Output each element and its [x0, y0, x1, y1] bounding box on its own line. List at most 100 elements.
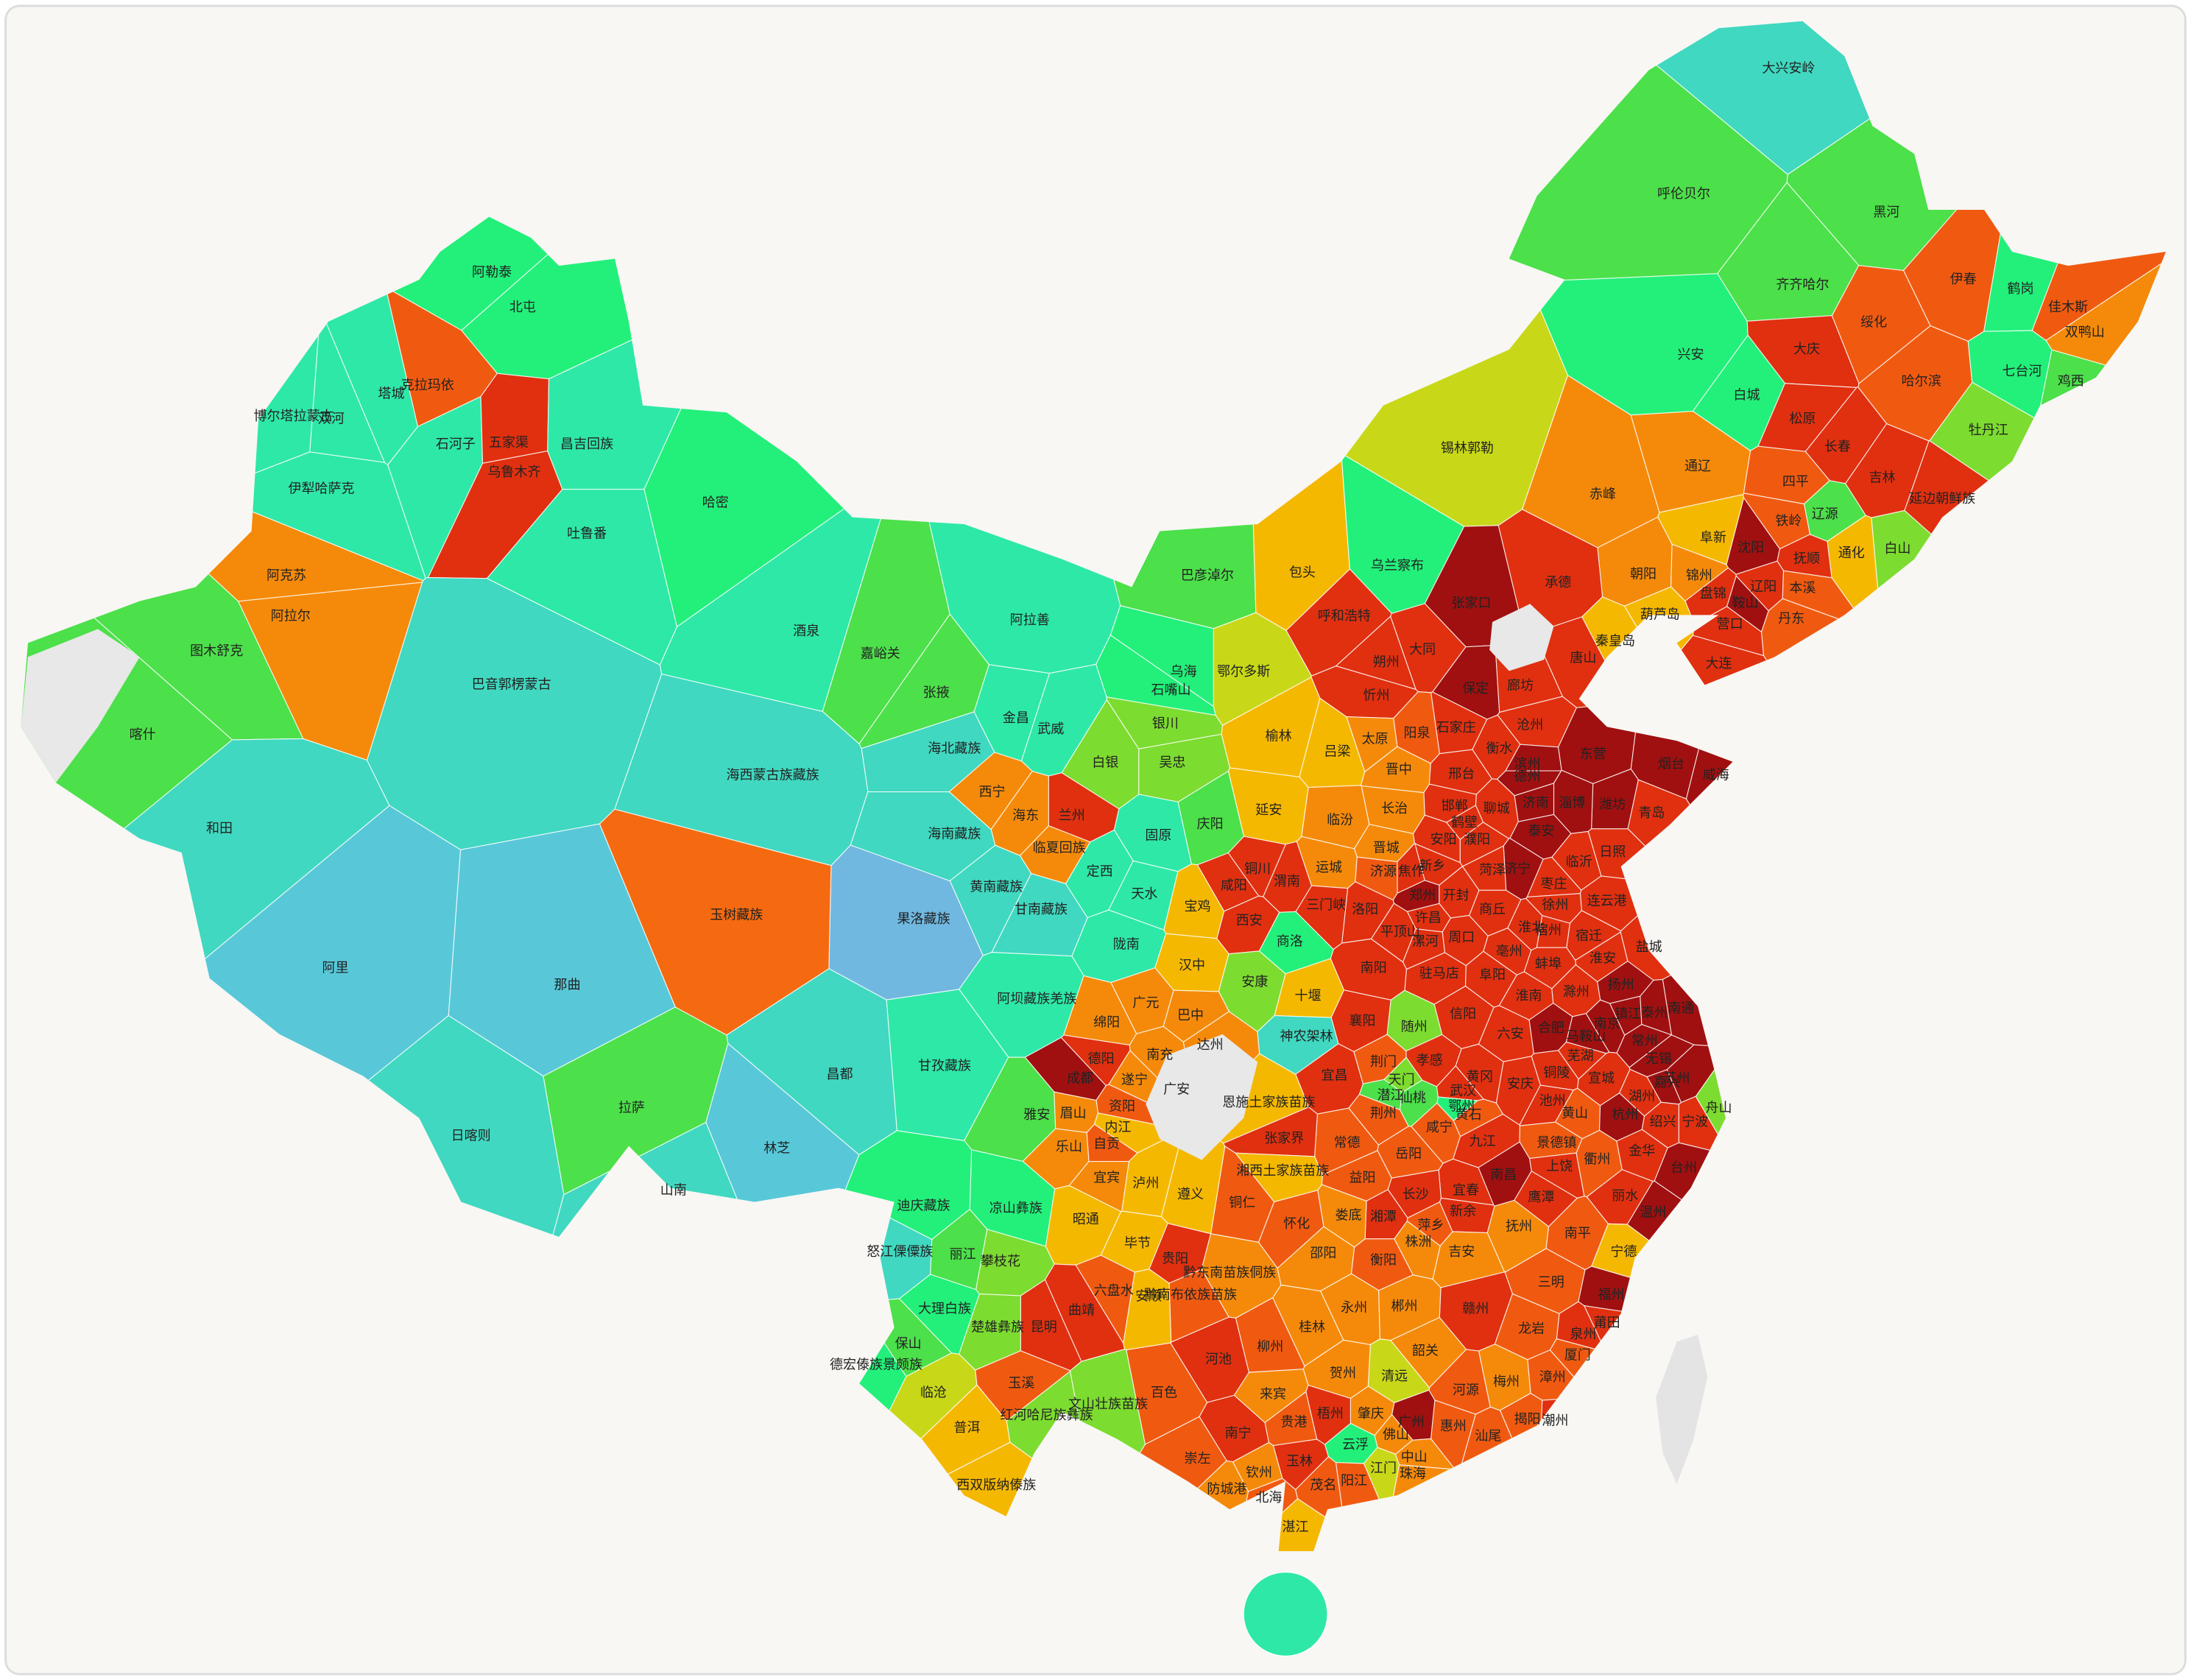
region-label: 绍兴 [1650, 1114, 1676, 1129]
region-label: 上饶 [1546, 1159, 1573, 1174]
region-label: 阳江 [1341, 1473, 1367, 1489]
region-label: 巴中 [1177, 1008, 1204, 1023]
region-label: 阳泉 [1404, 726, 1430, 741]
region-label: 晋城 [1373, 840, 1400, 855]
region-label: 亳州 [1496, 944, 1523, 959]
region [1163, 864, 1225, 939]
region-label: 岳阳 [1395, 1146, 1422, 1162]
region-label: 新乡 [1419, 858, 1445, 874]
region-label: 邢台 [1448, 766, 1475, 782]
region-label: 郴州 [1391, 1299, 1417, 1314]
region-label: 黄石 [1456, 1107, 1482, 1123]
region-label: 泰安 [1528, 824, 1554, 839]
region-label: 梧州 [1317, 1406, 1344, 1422]
region-label: 滁州 [1563, 984, 1590, 1000]
region-label: 湘潭 [1370, 1209, 1397, 1224]
region-label: 阿勒泰 [472, 264, 512, 280]
region-label: 洛阳 [1352, 902, 1378, 917]
region-label: 濮阳 [1464, 832, 1490, 847]
region-label: 保定 [1462, 681, 1489, 696]
region-label: 肇庆 [1358, 1406, 1384, 1422]
region-label: 天门 [1389, 1072, 1415, 1087]
region-label: 荆门 [1370, 1054, 1397, 1070]
region-label: 丽江 [950, 1247, 976, 1263]
region-label: 成都 [1067, 1071, 1093, 1087]
region-label: 甘孜藏族 [918, 1058, 971, 1073]
region-label: 安庆 [1507, 1076, 1534, 1092]
region-label: 包头 [1289, 565, 1316, 580]
region-label: 汉中 [1179, 958, 1205, 973]
region-label: 乌兰察布 [1371, 558, 1424, 573]
region-label: 遂宁 [1121, 1072, 1148, 1087]
region-label: 昭通 [1073, 1212, 1099, 1227]
region-label: 神农架林 [1280, 1029, 1333, 1045]
region-label: 资阳 [1109, 1099, 1135, 1115]
region-label: 娄底 [1336, 1208, 1362, 1224]
region-label: 衢州 [1584, 1152, 1610, 1168]
region-label: 三明 [1538, 1275, 1564, 1291]
region-label: 呼和浩特 [1318, 608, 1371, 624]
region-label: 乐山 [1056, 1140, 1082, 1155]
region-label: 齐齐哈尔 [1776, 278, 1829, 293]
region [1640, 978, 1673, 1036]
region-label: 许昌 [1415, 910, 1442, 925]
region-label: 无锡 [1645, 1051, 1672, 1067]
region-label: 百色 [1151, 1386, 1177, 1401]
region-label: 柳州 [1257, 1339, 1283, 1355]
region-label: 渭南 [1274, 874, 1300, 889]
region-label: 商洛 [1277, 934, 1303, 950]
region-label: 承德 [1545, 575, 1571, 590]
region-label: 宁波 [1682, 1114, 1708, 1129]
region-label: 吴忠 [1159, 755, 1185, 771]
region-label: 西宁 [979, 784, 1006, 800]
region-label: 武威 [1037, 721, 1064, 737]
region-label: 宿州 [1535, 922, 1562, 938]
region-label: 大兴安岭 [1762, 60, 1815, 76]
region-label: 抚顺 [1793, 551, 1820, 567]
region-label: 庆阳 [1197, 816, 1224, 832]
region-label: 泰州 [1641, 1005, 1668, 1020]
region-label: 西安 [1236, 913, 1263, 928]
region-label: 双河 [318, 412, 345, 427]
region-label: 宜春 [1453, 1182, 1479, 1198]
region-label: 呼伦贝尔 [1657, 186, 1710, 202]
region-label: 丽水 [1612, 1188, 1638, 1204]
region-label: 红河哈尼族彝族 [1001, 1408, 1093, 1423]
region-label: 潜江 [1377, 1087, 1403, 1103]
region-label: 佛山 [1383, 1427, 1409, 1443]
region-label: 韶关 [1412, 1344, 1439, 1359]
region-label: 临沂 [1566, 854, 1592, 869]
region-label: 南充 [1146, 1047, 1173, 1062]
region-label: 陇南 [1113, 936, 1140, 952]
region-label: 长治 [1381, 801, 1408, 816]
region-label: 保山 [895, 1336, 922, 1352]
region-label: 达州 [1197, 1037, 1224, 1053]
region-label: 清远 [1381, 1369, 1408, 1384]
region-label: 乌鲁木齐 [487, 465, 540, 480]
region-label: 五家渠 [489, 435, 529, 451]
region-label: 菏泽 [1479, 863, 1506, 878]
region-label: 吕梁 [1324, 744, 1350, 759]
region-label: 图木舒克 [190, 643, 243, 659]
region-label: 潍坊 [1599, 797, 1626, 813]
region-label: 河源 [1453, 1383, 1479, 1398]
region-label: 珠海 [1400, 1467, 1426, 1482]
region-label: 江门 [1370, 1461, 1397, 1476]
region-label: 湛江 [1282, 1520, 1308, 1535]
region-label: 孝感 [1416, 1053, 1443, 1068]
region-label: 太原 [1362, 731, 1389, 747]
region-label: 石河子 [436, 437, 476, 452]
region-label: 鄂尔多斯 [1217, 664, 1270, 680]
region-label: 安顺 [1135, 1289, 1162, 1305]
region-label: 咸宁 [1426, 1120, 1453, 1135]
region-label: 驻马店 [1419, 966, 1459, 981]
region-label: 安康 [1241, 975, 1268, 990]
region-label: 晋中 [1386, 762, 1412, 777]
region-label: 广州 [1398, 1414, 1425, 1430]
region-label: 西双版纳傣族 [956, 1478, 1036, 1493]
region-label: 朝阳 [1630, 566, 1657, 582]
region-label: 十堰 [1294, 989, 1321, 1004]
region-label: 张家口 [1452, 596, 1492, 611]
region-label: 博尔塔拉蒙古 [254, 409, 334, 424]
region-label: 和田 [206, 821, 233, 836]
